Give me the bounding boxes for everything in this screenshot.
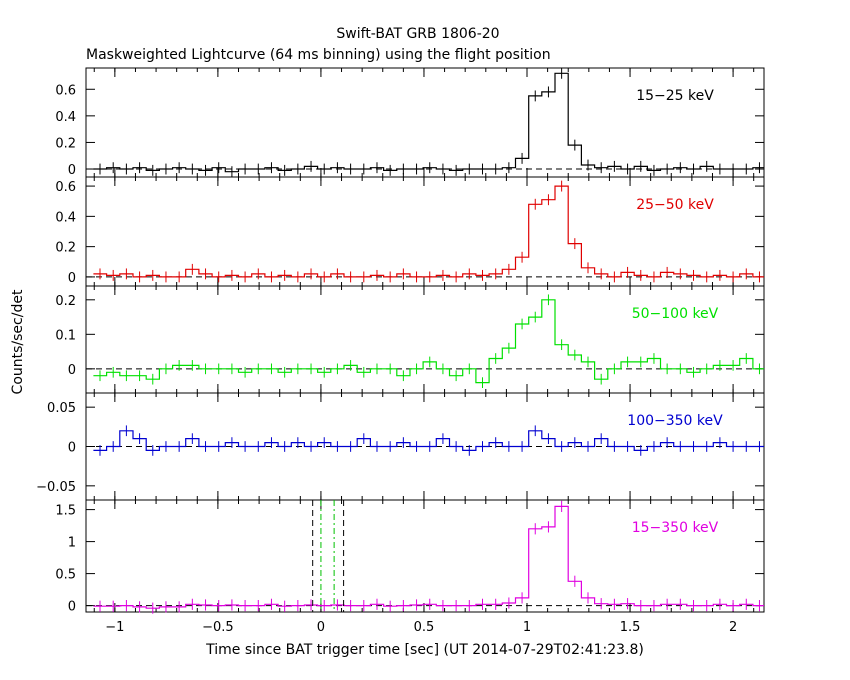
panel-band-label: 15−350 keV: [632, 520, 719, 536]
x-tick-label: 0.5: [414, 620, 435, 635]
x-axis-label: Time since BAT trigger time [sec] (UT 20…: [205, 642, 644, 658]
y-tick-label: 1: [68, 536, 76, 551]
y-tick-label: 0: [68, 163, 76, 178]
x-tick-label: 0: [317, 620, 325, 635]
panel-5: 0 0.5 1 1.5 15−350 keV: [55, 499, 765, 615]
lightcurve-series: [93, 430, 764, 451]
y-tick-label: −0.05: [36, 480, 76, 495]
lightcurve-series: [93, 299, 764, 384]
panel-frame: [85, 67, 765, 178]
y-tick-label: 0.6: [55, 83, 76, 98]
y-tick-label: 0.2: [55, 294, 76, 309]
panel-band-label: 50−100 keV: [632, 306, 719, 322]
chart-title: Swift-BAT GRB 1806-20: [336, 26, 499, 42]
x-tick-label: 1.5: [620, 620, 641, 635]
y-tick-label: 0.2: [55, 241, 76, 256]
y-tick-label: 0: [68, 271, 76, 286]
panel-3: 0 0.1 0.2 50−100 keV: [55, 285, 765, 394]
x-tick-label: −0.5: [202, 620, 234, 635]
chart-subtitle: Maskweighted Lightcurve (64 ms binning) …: [86, 47, 551, 63]
x-tick-label: 2: [729, 620, 737, 635]
y-tick-label: 0.4: [55, 210, 76, 225]
x-tick-label: −1: [105, 620, 124, 635]
panel-1: 0 0.2 0.4 0.6 15−25 keV: [55, 67, 765, 178]
lightcurve-series: [93, 505, 764, 609]
panel-frame: [85, 285, 765, 394]
panel-4: −0.05 0 0.05 100−350 keV: [36, 392, 765, 501]
y-tick-label: 0.05: [47, 401, 76, 416]
y-tick-label: 0.5: [55, 568, 76, 583]
y-tick-label: 0.1: [55, 328, 76, 343]
x-tick-label: 1: [523, 620, 531, 635]
panel-band-label: 100−350 keV: [627, 413, 723, 429]
panel-frame: [85, 499, 765, 613]
y-tick-label: 0: [68, 363, 76, 378]
y-tick-label: 1.5: [55, 504, 76, 519]
panel-band-label: 25−50 keV: [636, 197, 714, 213]
lightcurve-series: [93, 185, 764, 278]
y-tick-label: 0: [68, 600, 76, 615]
y-tick-label: 0.2: [55, 136, 76, 151]
panel-2: 0 0.2 0.4 0.6 25−50 keV: [55, 176, 765, 287]
y-tick-label: 0.4: [55, 110, 76, 125]
y-tick-label: 0.6: [55, 180, 76, 195]
panel-band-label: 15−25 keV: [636, 88, 714, 104]
lightcurve-series: [93, 72, 764, 173]
y-axis-label: Counts/sec/det: [10, 289, 26, 394]
y-tick-label: 0: [68, 441, 76, 456]
